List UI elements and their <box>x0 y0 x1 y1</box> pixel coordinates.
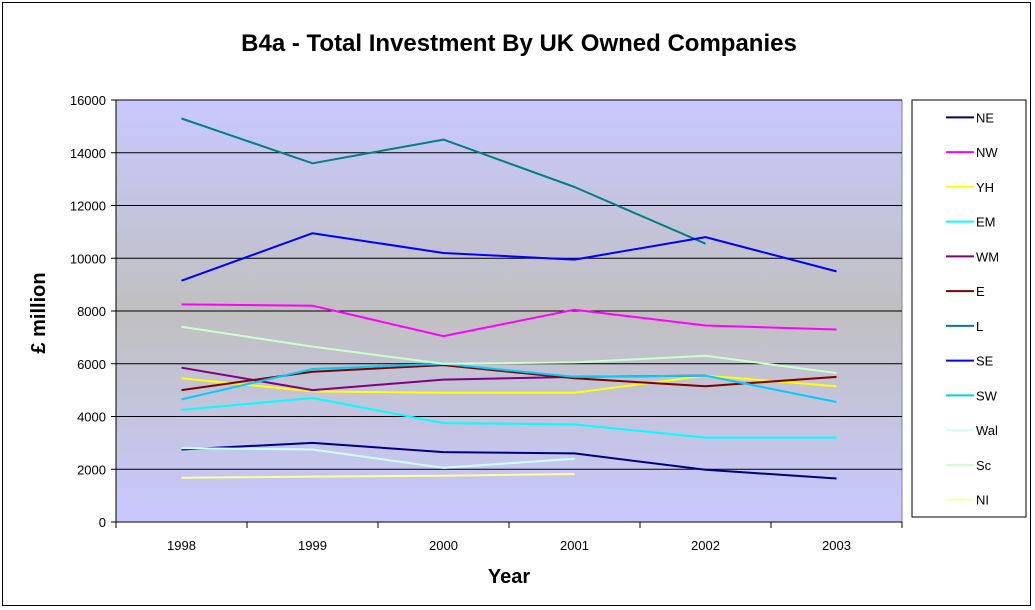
legend-label-sc: Sc <box>976 458 992 473</box>
y-tick-label: 12000 <box>70 199 106 214</box>
axes: 0 2000 4000 6000 8000 10000 12000 14000 16000 199… <box>70 93 903 553</box>
y-tick-label: 6000 <box>77 357 106 372</box>
x-tick-label: 1998 <box>167 538 196 553</box>
chart-svg: B4a - Total Investment By UK Owned Compa… <box>28 30 1027 588</box>
y-tick-label: 2000 <box>77 462 106 477</box>
series-line-yh <box>181 374 837 394</box>
series-line-l <box>181 117 706 245</box>
y-tick-label: 14000 <box>70 146 106 161</box>
y-tick-label: 4000 <box>77 410 106 425</box>
series-line-se <box>181 232 837 282</box>
series-line-sc <box>181 325 837 374</box>
legend-label-se: SE <box>976 354 994 369</box>
series-line-wal <box>181 447 575 469</box>
series-line-ne <box>181 441 837 480</box>
series-line-nw <box>181 303 837 338</box>
legend-label-ni: NI <box>976 493 989 508</box>
x-tick-label: 2001 <box>560 538 589 553</box>
x-tick-label: 1999 <box>298 538 327 553</box>
chart-title: B4a - Total Investment By UK Owned Compa… <box>241 30 797 57</box>
series-line-ni <box>181 473 575 479</box>
legend-label-sw: SW <box>976 388 998 403</box>
legend-label-wm: WM <box>976 249 999 264</box>
x-tick-label: 2002 <box>691 538 720 553</box>
legend-label-ne: NE <box>976 110 994 125</box>
legend <box>911 99 1027 518</box>
y-tick-label: 0 <box>99 515 106 530</box>
y-tick-label: 16000 <box>70 93 106 108</box>
legend-entries: NE NW YH EM WM E L SE SW Wal Sc NI <box>946 110 999 508</box>
legend-label-em: EM <box>976 215 996 230</box>
x-tick-label: 2003 <box>822 538 851 553</box>
y-tick-label: 8000 <box>77 304 106 319</box>
y-tick-label: 10000 <box>70 251 106 266</box>
y-axis-label: £ million <box>28 272 50 353</box>
gridlines <box>116 99 902 470</box>
series-lines <box>181 117 837 480</box>
legend-label-nw: NW <box>976 145 998 160</box>
x-tick-label: 2000 <box>429 538 458 553</box>
legend-label-e: E <box>976 284 985 299</box>
legend-label-yh: YH <box>976 180 994 195</box>
x-axis-label: Year <box>488 566 530 588</box>
legend-label-l: L <box>976 319 983 334</box>
series-line-em <box>181 397 837 439</box>
series-line-sw <box>181 362 837 403</box>
legend-label-wal: Wal <box>976 423 998 438</box>
